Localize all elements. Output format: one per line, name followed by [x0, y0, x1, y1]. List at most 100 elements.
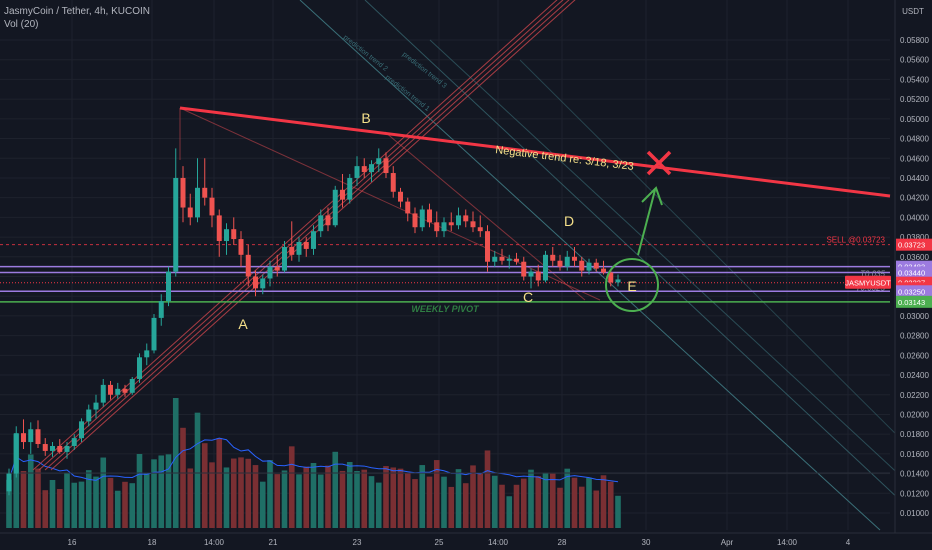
- candle-body: [398, 191, 403, 202]
- candle-body: [506, 258, 512, 261]
- volume-bar: [13, 434, 20, 528]
- price-badge-label: 0.03143: [898, 298, 925, 307]
- volume-bar: [143, 473, 150, 528]
- price-badge-label: 0.03723: [898, 241, 925, 250]
- volume-bar: [339, 470, 346, 528]
- symbol-tag: [845, 275, 891, 289]
- candle-body: [71, 438, 77, 446]
- volume-bar: [593, 490, 600, 528]
- candle-body: [340, 189, 345, 200]
- volume-bar: [426, 476, 433, 528]
- price-tick-label: 0.01400: [900, 470, 929, 479]
- volume-bar: [549, 473, 556, 528]
- candle-body: [601, 268, 606, 273]
- candle-body: [122, 388, 128, 393]
- candle-body: [224, 229, 229, 242]
- candle-body: [100, 384, 106, 403]
- candle-body: [296, 242, 302, 255]
- candle-body: [405, 201, 411, 214]
- volume-bar: [368, 476, 375, 528]
- time-axis[interactable]: 16 18 14:00 21 23 25 14:00 28 30 Apr 14:00 4: [0, 532, 932, 550]
- volume-bar: [259, 481, 266, 528]
- volume-bar: [303, 466, 310, 528]
- candle-body: [13, 433, 19, 474]
- volume-bar: [361, 469, 368, 528]
- price-badge-label: 0.03440: [898, 269, 925, 278]
- wave-label-d: D: [564, 213, 574, 229]
- price-tick-label: 0.03000: [900, 312, 929, 321]
- time-tick-label: 16: [68, 538, 77, 547]
- volume-bar: [201, 443, 208, 528]
- candle-body: [209, 197, 215, 216]
- time-tick-label: 23: [353, 538, 362, 547]
- candle-body: [376, 158, 382, 165]
- candle-body: [86, 409, 92, 422]
- candle-body: [354, 166, 360, 178]
- volume-bar: [317, 474, 324, 528]
- price-tick-label: 0.05400: [900, 75, 929, 84]
- candle-body: [216, 215, 222, 242]
- volume-bar: [194, 412, 201, 528]
- candle-body: [311, 231, 316, 249]
- price-tick-label: 0.02800: [900, 332, 929, 341]
- volume-bar: [390, 467, 397, 528]
- ascending-channel-line: [38, 0, 564, 471]
- volume-bar: [332, 451, 339, 528]
- volume-moving-average: [8, 437, 619, 483]
- candle-body: [485, 231, 490, 262]
- candle-body: [448, 222, 454, 226]
- volume-bar: [56, 489, 63, 528]
- candle-body: [412, 213, 418, 228]
- volume-bar: [419, 465, 426, 528]
- candle-body: [231, 229, 237, 240]
- price-axis[interactable]: USDT 0.05800 0.05600 0.05400 0.05200 0.05000 0…: [894, 0, 932, 550]
- volume-bars: [6, 398, 621, 528]
- candle-body: [369, 164, 374, 173]
- price-tick-label: 0.02200: [900, 391, 929, 400]
- candle-body: [50, 445, 55, 451]
- symbol-title[interactable]: JasmyCoin / Tether, 4h, KUCOIN: [4, 6, 150, 17]
- candle-body: [608, 272, 614, 283]
- volume-bar: [513, 484, 520, 528]
- volume-bar: [375, 482, 382, 528]
- price-badge: [896, 295, 932, 308]
- wave-label-b: B: [361, 110, 370, 126]
- candle-body: [521, 261, 527, 277]
- candle-body: [180, 177, 186, 208]
- volume-indicator-label[interactable]: Vol (20): [4, 19, 39, 30]
- price-tick-label: 0.04000: [900, 213, 929, 222]
- volume-bar: [520, 478, 527, 528]
- candle-body: [325, 215, 331, 226]
- candle-body: [361, 166, 367, 173]
- volume-bar: [288, 446, 295, 528]
- volume-bar: [607, 481, 614, 528]
- time-tick-label: 30: [642, 538, 651, 547]
- volume-bar: [535, 476, 542, 528]
- weekly-pivot-label: WEEKLY PIVOT: [411, 304, 480, 314]
- volume-bar: [564, 468, 571, 528]
- candle-body: [303, 242, 309, 249]
- price-tick-label: 0.03600: [900, 253, 929, 262]
- ascending-channel-line: [32, 0, 558, 471]
- volume-bar: [477, 473, 484, 528]
- price-tick-label: 0.01000: [900, 509, 929, 518]
- volume-bar: [238, 457, 244, 528]
- volume-bar: [600, 475, 607, 528]
- volume-bar: [346, 462, 353, 528]
- volume-bar: [433, 460, 440, 528]
- chart-header: JasmyCoin / Tether, 4h, KUCOIN Vol (20): [4, 5, 150, 31]
- volume-bar: [114, 490, 121, 528]
- time-tick-label: 21: [269, 538, 278, 547]
- volume-bar: [107, 477, 114, 528]
- volume-bar: [571, 477, 578, 528]
- candle-body: [427, 209, 432, 223]
- candle-body: [477, 227, 483, 232]
- price-tick-label: 0.02000: [900, 410, 929, 419]
- volume-bar: [484, 450, 491, 528]
- candle-body: [42, 444, 48, 451]
- wave-label-a: A: [238, 316, 248, 332]
- volume-bar: [71, 482, 78, 528]
- volume-bar: [180, 427, 186, 528]
- volume-bar: [528, 469, 534, 528]
